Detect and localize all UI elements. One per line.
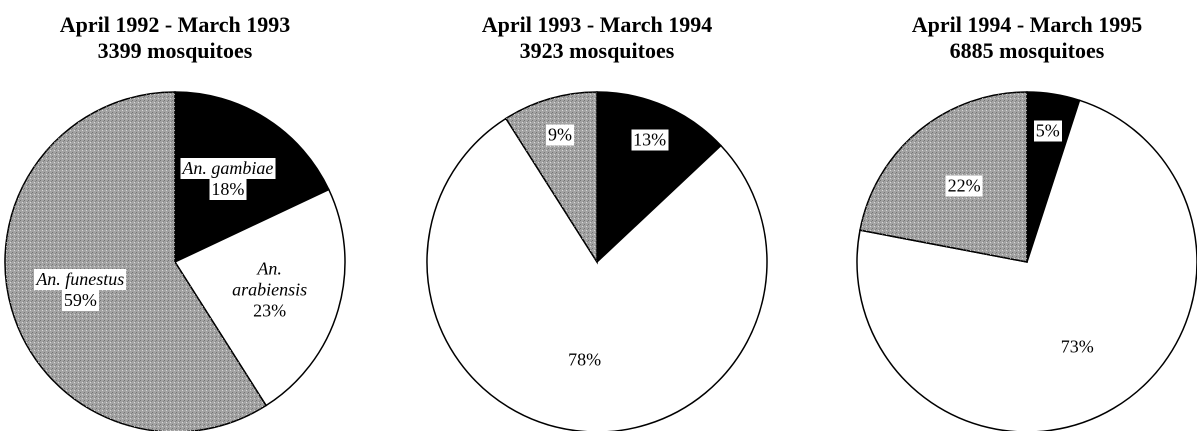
- slice-texture: [505, 92, 597, 262]
- chart-title: April 1993 - March 1994: [481, 12, 713, 37]
- value-label: 9%: [546, 124, 574, 146]
- category-label: An. arabiensis: [217, 258, 322, 300]
- slice-label: 73%: [1058, 336, 1096, 358]
- slice-label: An. arabiensis 23%: [217, 258, 322, 321]
- value-label: 18%: [209, 178, 247, 200]
- slice-label: 22%: [945, 175, 983, 197]
- value-label: 23%: [251, 300, 289, 321]
- value-label: 78%: [566, 349, 604, 371]
- value-label: 59%: [61, 289, 99, 311]
- chart-subtitle: 3399 mosquitoes: [97, 38, 253, 63]
- pie-slice: [596, 91, 722, 264]
- chart-title: April 1992 - March 1993: [59, 12, 291, 37]
- value-label: 13%: [631, 129, 669, 151]
- slice-label: 78%: [566, 349, 604, 371]
- chart-title-block: April 1992 - March 1993 3399 mosquitoes: [60, 12, 291, 64]
- chart-title: April 1994 - March 1995: [911, 12, 1143, 37]
- value-label: 22%: [945, 175, 983, 197]
- category-label: An. gambiae: [180, 157, 276, 179]
- slice-texture: [860, 92, 1027, 262]
- slice-label: 9%: [546, 124, 574, 146]
- chart-title-block: April 1994 - March 1995 6885 mosquitoes: [912, 12, 1143, 64]
- category-label: An. funestus: [34, 268, 127, 290]
- chart-title-block: April 1993 - March 1994 3923 mosquitoes: [482, 12, 713, 64]
- value-label: 5%: [1033, 120, 1062, 142]
- slice-label: An. funestus 59%: [34, 268, 127, 311]
- slice-label: 13%: [631, 129, 669, 151]
- value-label: 73%: [1058, 336, 1096, 358]
- slice-texture: [5, 92, 267, 431]
- pie-slice: [856, 99, 1197, 431]
- slice-label: An. gambiae 18%: [180, 157, 276, 200]
- chart-subtitle: 3923 mosquitoes: [519, 38, 675, 63]
- slice-label: 5%: [1033, 120, 1062, 142]
- chart-subtitle: 6885 mosquitoes: [949, 38, 1105, 63]
